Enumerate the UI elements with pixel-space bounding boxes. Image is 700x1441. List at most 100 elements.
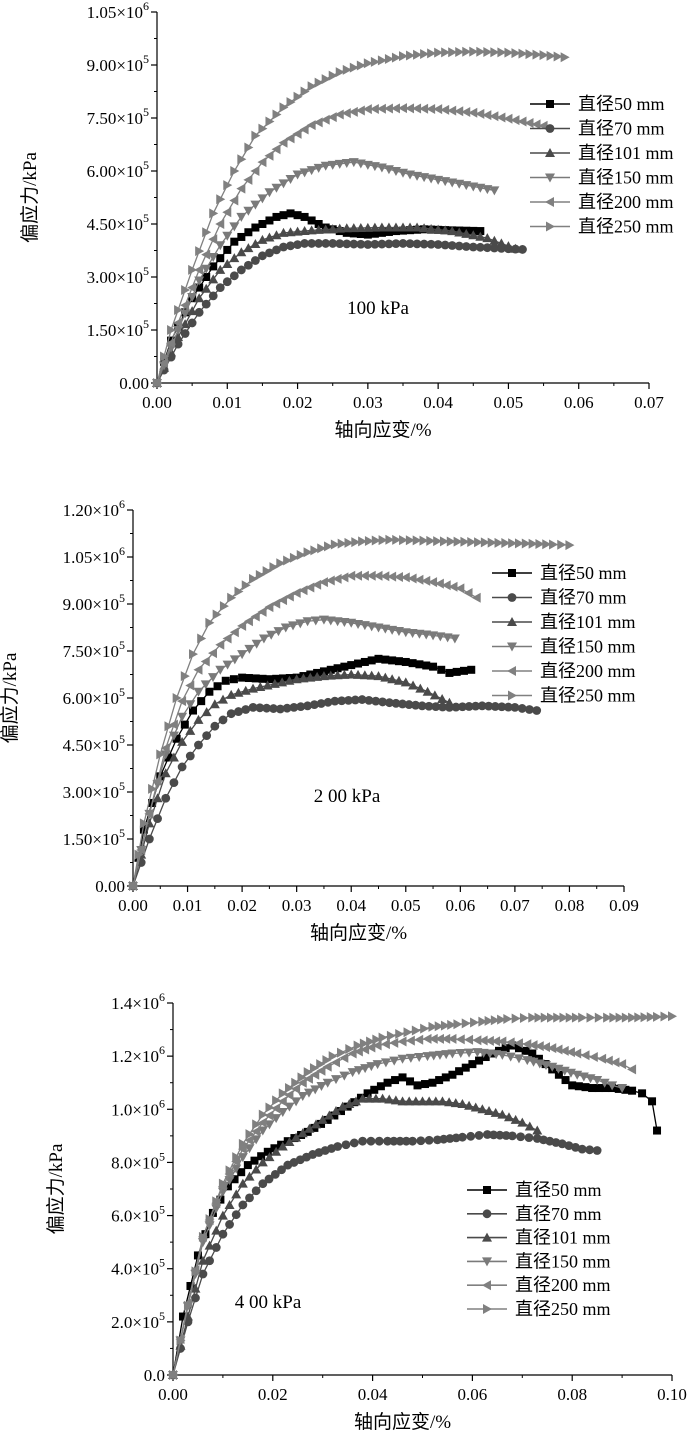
x-tick-label: 0.05 xyxy=(391,896,421,915)
data-point xyxy=(476,46,486,57)
data-point xyxy=(571,1142,580,1152)
data-point xyxy=(482,185,493,195)
data-point xyxy=(324,541,334,552)
data-point xyxy=(342,64,352,75)
x-tick-label: 0.01 xyxy=(212,393,242,412)
data-point xyxy=(505,1052,516,1062)
data-point xyxy=(349,62,359,73)
data-point xyxy=(200,680,211,690)
data-point xyxy=(398,239,408,248)
data-point xyxy=(428,1021,438,1032)
data-point xyxy=(408,659,417,668)
data-point xyxy=(424,1096,435,1106)
legend-label: 直径200 mm xyxy=(578,192,674,212)
data-point xyxy=(244,1144,255,1154)
data-point xyxy=(434,1050,445,1060)
data-point xyxy=(353,1066,364,1076)
legend-label: 直径200 mm xyxy=(540,661,636,681)
data-point xyxy=(522,1039,532,1050)
x-tick-label: 0.08 xyxy=(557,1385,587,1404)
data-point xyxy=(300,212,309,221)
y-tick-label: 1.20×106 xyxy=(63,497,125,520)
data-point xyxy=(565,540,575,551)
data-point xyxy=(450,1098,461,1108)
data-point xyxy=(424,701,434,711)
data-point xyxy=(528,538,538,549)
legend-marker xyxy=(545,148,555,157)
data-point xyxy=(159,357,169,368)
legend-label: 直径250 mm xyxy=(515,1299,611,1319)
data-point xyxy=(316,1059,326,1070)
data-point xyxy=(224,1199,235,1209)
data-point xyxy=(306,225,317,235)
data-point xyxy=(519,1013,529,1024)
data-point xyxy=(229,253,240,263)
data-point xyxy=(528,1040,538,1051)
data-point xyxy=(427,48,437,59)
data-point xyxy=(180,671,190,682)
data-point xyxy=(349,1138,359,1148)
data-point xyxy=(293,211,302,220)
data-point xyxy=(277,677,288,687)
data-point xyxy=(189,649,199,660)
legend-marker xyxy=(545,173,555,183)
data-point xyxy=(353,1040,363,1051)
data-point xyxy=(234,586,244,597)
data-point xyxy=(248,703,258,712)
data-point xyxy=(310,1085,321,1095)
data-point xyxy=(160,743,170,754)
data-point xyxy=(464,1048,475,1058)
data-point xyxy=(405,1035,415,1046)
legend-marker xyxy=(545,124,555,133)
data-point xyxy=(297,1092,308,1101)
data-point xyxy=(348,106,358,117)
data-point xyxy=(291,1077,301,1088)
data-point xyxy=(193,687,204,697)
legend-label: 直径50 mm xyxy=(540,563,627,583)
data-point xyxy=(383,103,393,114)
series-line xyxy=(156,50,565,384)
data-point xyxy=(272,674,281,683)
data-point xyxy=(380,1058,391,1068)
x-tick-label: 0.00 xyxy=(142,393,172,412)
data-point xyxy=(180,720,189,729)
data-point xyxy=(271,598,281,609)
data-point xyxy=(426,535,436,546)
data-point xyxy=(245,1193,254,1203)
data-point xyxy=(257,1126,268,1136)
data-point xyxy=(419,103,429,114)
data-point xyxy=(420,49,430,60)
data-point xyxy=(257,1157,268,1167)
data-point xyxy=(273,627,284,637)
series-6 xyxy=(169,1011,677,1380)
data-point xyxy=(554,1070,563,1079)
data-point xyxy=(200,656,210,667)
data-point xyxy=(265,248,274,258)
data-point xyxy=(202,227,212,238)
data-point xyxy=(454,106,464,117)
series-4 xyxy=(128,615,460,891)
x-tick-label: 0.08 xyxy=(555,896,585,915)
data-point xyxy=(244,1135,254,1146)
data-point xyxy=(243,243,254,253)
data-point xyxy=(447,105,457,116)
data-point xyxy=(286,97,296,108)
data-point xyxy=(334,159,345,169)
data-point xyxy=(229,195,239,206)
data-point xyxy=(490,702,500,711)
data-point xyxy=(594,1084,603,1093)
data-point xyxy=(577,1144,587,1154)
data-point xyxy=(524,1133,534,1143)
x-tick-label: 0.03 xyxy=(353,393,383,412)
data-point xyxy=(514,1044,523,1053)
data-point xyxy=(251,674,260,683)
data-point xyxy=(303,547,313,558)
data-point xyxy=(250,200,261,210)
data-point xyxy=(414,1034,424,1045)
data-point xyxy=(434,47,444,58)
data-point xyxy=(559,1045,569,1056)
data-point xyxy=(475,231,486,241)
data-point xyxy=(653,1011,663,1022)
data-point xyxy=(264,232,275,242)
data-point xyxy=(209,262,218,271)
